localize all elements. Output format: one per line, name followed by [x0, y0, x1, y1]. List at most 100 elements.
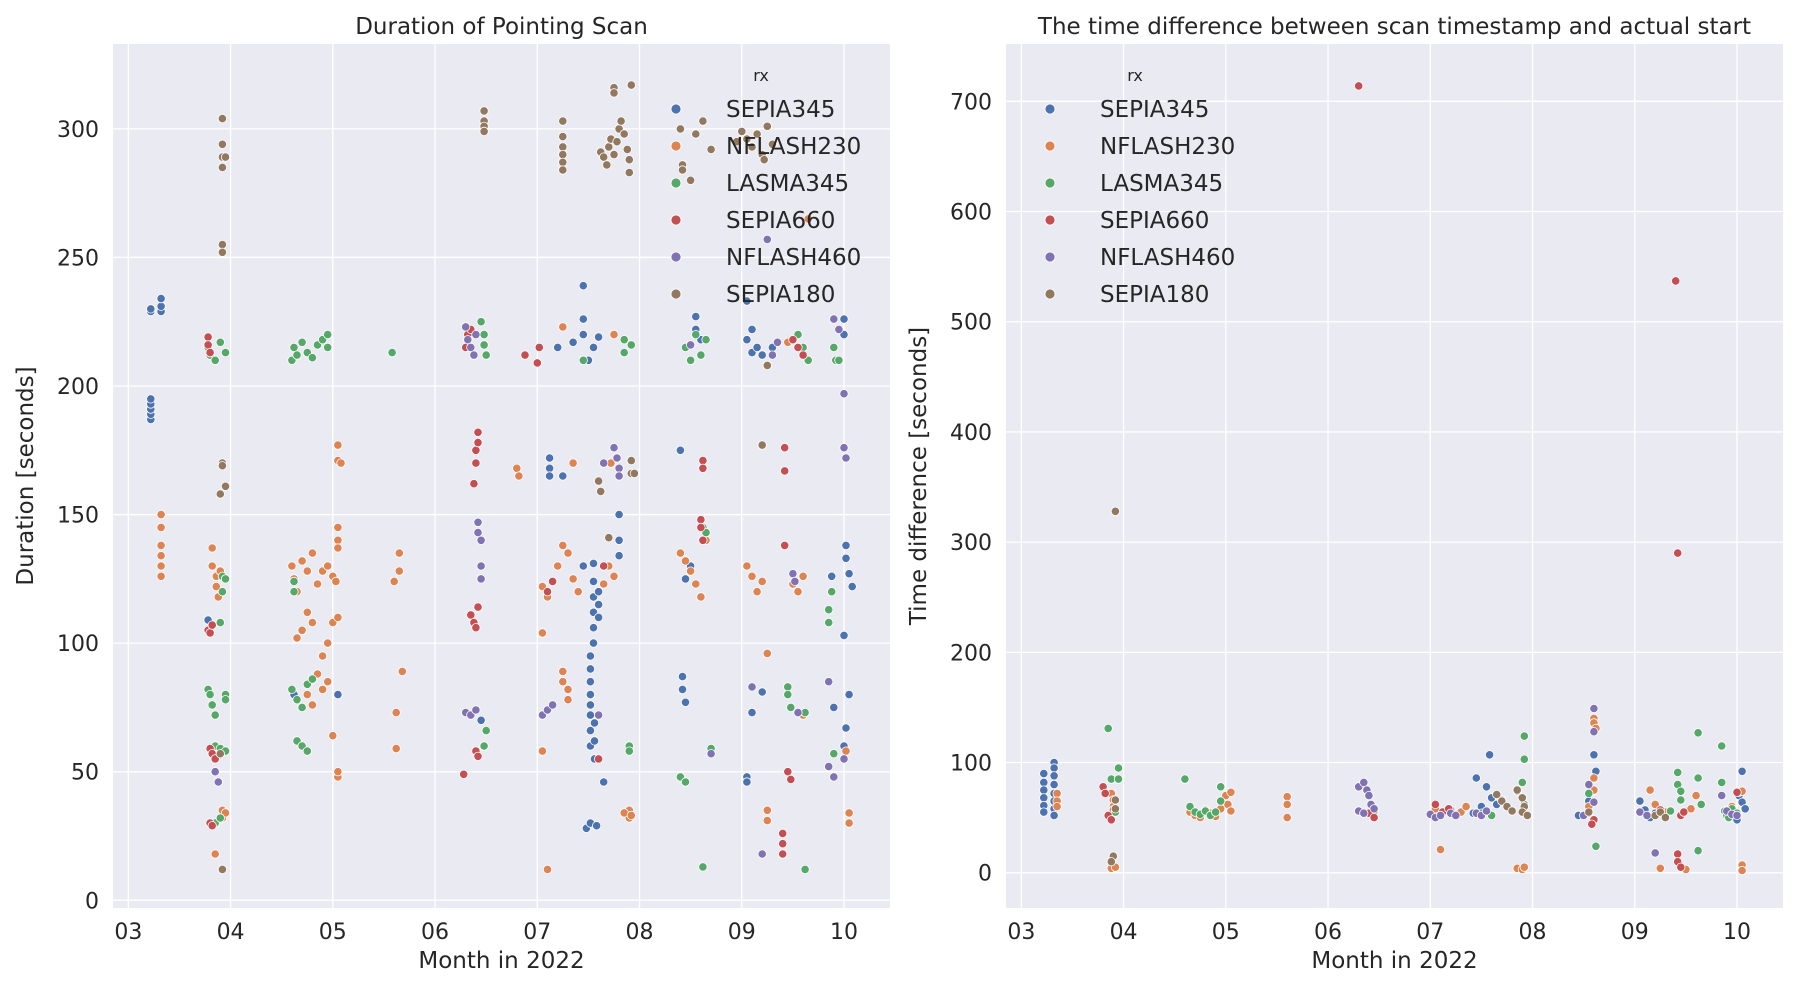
y-tick-label: 0 — [85, 889, 99, 914]
data-point — [1673, 767, 1683, 778]
x-axis-label: Month in 2022 — [1311, 948, 1477, 974]
chart-title: Duration of Pointing Scan — [355, 14, 648, 40]
data-point — [479, 126, 489, 136]
data-point — [589, 736, 600, 746]
data-point — [1216, 796, 1226, 806]
data-point — [156, 509, 166, 520]
data-point — [698, 116, 708, 126]
data-point — [333, 767, 343, 777]
data-point — [471, 705, 481, 715]
data-point — [824, 761, 834, 772]
data-point — [675, 124, 686, 134]
data-point — [471, 329, 481, 340]
data-point — [215, 813, 225, 823]
chart-panel-1: 03 04 05 06 07 08 09 10050100150200250300Durati… — [13, 14, 890, 974]
data-point — [829, 772, 839, 782]
data-point — [389, 576, 399, 587]
x-tick-label: 06 — [421, 920, 449, 945]
chart-panel-2: 03 04 05 06 07 08 09 100100200300400500600700Th… — [906, 14, 1783, 974]
data-point — [585, 700, 596, 710]
data-point — [1584, 779, 1594, 790]
data-point — [588, 623, 599, 633]
y-tick-label: 500 — [950, 311, 992, 336]
data-point — [156, 571, 166, 581]
data-point — [1052, 801, 1062, 812]
data-point — [757, 440, 767, 450]
data-point — [685, 566, 696, 576]
series-nflash460 — [210, 234, 851, 859]
legend-entry-label: NFLASH460 — [1100, 245, 1235, 271]
data-point — [609, 150, 619, 160]
data-point — [747, 571, 757, 581]
data-point — [466, 342, 476, 352]
data-point — [757, 350, 767, 360]
y-tick-label: 250 — [57, 246, 99, 271]
y-tick-label: 200 — [57, 375, 99, 400]
data-point — [1039, 785, 1049, 795]
data-point — [578, 561, 588, 571]
x-tick-label: 08 — [1519, 920, 1547, 945]
y-tick-label: 200 — [950, 641, 992, 666]
data-point — [1589, 703, 1599, 714]
data-point — [323, 677, 333, 687]
data-point — [1671, 276, 1681, 286]
data-point — [626, 455, 636, 466]
data-point — [731, 137, 742, 147]
legend-entry-label: NFLASH460 — [726, 245, 861, 271]
data-point — [1732, 810, 1742, 821]
data-point — [1471, 773, 1481, 783]
data-point — [626, 810, 636, 821]
data-point — [757, 849, 767, 859]
data-point — [680, 777, 691, 787]
data-point — [156, 561, 166, 571]
data-point — [547, 700, 558, 710]
data-point — [1106, 857, 1116, 867]
data-point — [1717, 790, 1727, 801]
data-point — [593, 476, 604, 486]
data-point — [619, 347, 629, 358]
data-point — [788, 335, 798, 345]
data-point — [762, 121, 772, 131]
legend-marker — [1044, 251, 1056, 263]
data-point — [302, 607, 312, 617]
data-point — [798, 350, 808, 360]
data-point — [573, 587, 583, 597]
data-point — [677, 684, 688, 695]
data-point — [210, 767, 220, 777]
data-point — [391, 743, 401, 754]
data-point — [1369, 804, 1379, 814]
data-point — [1642, 810, 1652, 821]
data-point — [780, 466, 790, 476]
series-sepia345 — [1039, 750, 1750, 825]
data-point — [599, 579, 609, 589]
data-point — [333, 689, 343, 700]
data-point — [1113, 774, 1124, 784]
data-point — [471, 458, 481, 468]
data-point — [558, 157, 568, 167]
data-point — [297, 556, 307, 566]
data-point — [1517, 793, 1527, 803]
data-point — [824, 677, 834, 687]
data-point — [588, 638, 599, 648]
data-point — [473, 527, 483, 538]
data-point — [1740, 804, 1750, 814]
data-point — [1216, 782, 1226, 792]
data-point — [841, 746, 851, 756]
data-point — [217, 461, 227, 471]
data-point — [534, 342, 544, 352]
data-point — [1180, 774, 1190, 784]
data-point — [783, 767, 793, 777]
plot-area — [1006, 44, 1783, 908]
data-point — [479, 340, 489, 350]
data-point — [624, 168, 634, 178]
data-point — [558, 150, 568, 160]
data-point — [747, 142, 757, 152]
data-point — [473, 517, 483, 527]
data-point — [827, 571, 837, 581]
data-point — [473, 751, 483, 761]
data-point — [747, 707, 757, 718]
data-point — [1584, 788, 1594, 799]
data-point — [786, 774, 796, 785]
data-point — [609, 329, 619, 340]
